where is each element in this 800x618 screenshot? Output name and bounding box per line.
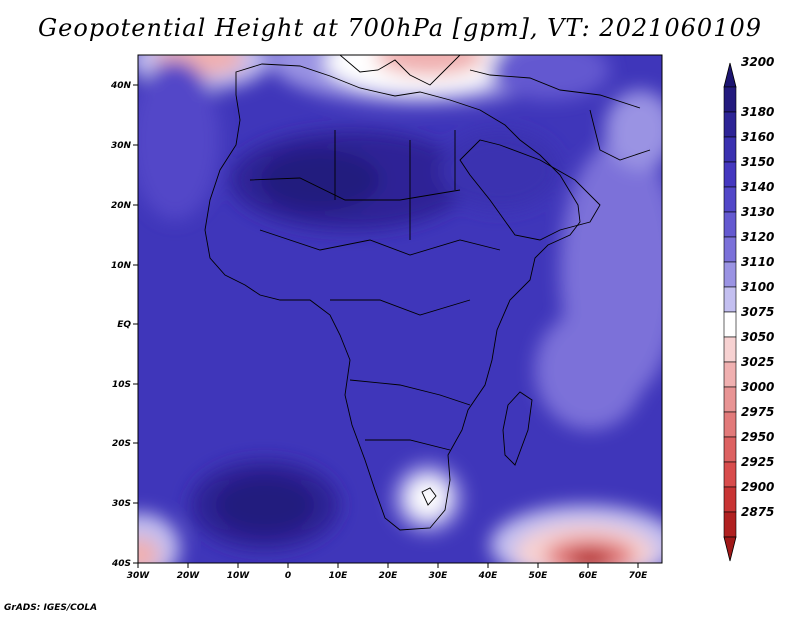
colorbar-label: 3140 <box>741 180 774 194</box>
lon-label: 20W <box>177 571 201 581</box>
lon-label: 10E <box>329 571 349 581</box>
colorbar-segment <box>723 136 737 163</box>
lat-label: 20S <box>112 439 131 449</box>
lon-labels: 30W 20W 10W 0 10E 20E 30E 40E 50E 60E 70… <box>127 571 648 581</box>
colorbar-segment <box>723 336 737 363</box>
lat-label: 30N <box>111 141 132 151</box>
colorbar-label: 3050 <box>741 330 774 344</box>
colorbar-label: 3200 <box>741 55 774 69</box>
colorbar-label: 3110 <box>741 255 774 269</box>
colorbar-segment <box>723 86 737 113</box>
colorbar-segment <box>723 386 737 413</box>
colorbar-segment <box>723 261 737 288</box>
colorbar-segment <box>723 286 737 313</box>
colorbar-label: 3120 <box>741 230 774 244</box>
lat-label: 20N <box>111 201 132 211</box>
colorbar: 3200 3180 3160 3150 3140 3130 3120 3110 3100 3075… <box>723 55 774 562</box>
colorbar-top-arrow <box>723 62 737 88</box>
colorbar-segment <box>723 361 737 388</box>
lat-labels: 40N 30N 20N 10N EQ 10S 20S 30S 40S <box>110 81 132 569</box>
colorbar-segment <box>723 186 737 213</box>
colorbar-segment <box>723 111 737 138</box>
colorbar-segment <box>723 411 737 438</box>
lat-label: 10N <box>111 261 132 271</box>
coastlines <box>204 55 651 531</box>
grads-credit: GrADS: IGES/COLA <box>4 603 98 613</box>
colorbar-label: 3180 <box>741 105 774 119</box>
axis-ticks <box>133 84 639 568</box>
lat-label: 10S <box>112 380 131 390</box>
colorbar-label: 3160 <box>741 130 774 144</box>
colorbar-label: 2875 <box>741 505 774 519</box>
colorbar-segment <box>723 236 737 263</box>
colorbar-label: 2925 <box>741 455 774 469</box>
colorbar-label: 3075 <box>741 305 774 319</box>
lon-label: 20E <box>379 571 399 581</box>
colorbar-label: 2975 <box>741 405 774 419</box>
lon-label: 50E <box>529 571 549 581</box>
colorbar-segment <box>723 161 737 188</box>
colorbar-label: 2900 <box>741 480 774 494</box>
lon-label: 70E <box>629 571 649 581</box>
map-title: Geopotential Height at 700hPa [gpm], VT:… <box>38 14 762 42</box>
colorbar-segment <box>723 436 737 463</box>
map-frame <box>137 54 663 564</box>
lat-label: 30S <box>112 499 131 509</box>
colorbar-segment <box>723 311 737 338</box>
colorbar-label: 3000 <box>741 380 774 394</box>
colorbar-label: 3100 <box>741 280 774 294</box>
colorbar-bottom-arrow <box>723 536 737 562</box>
colorbar-segment <box>723 211 737 238</box>
lon-label: 0 <box>285 571 291 581</box>
colorbar-segment <box>723 486 737 513</box>
colorbar-segment <box>723 511 737 538</box>
lat-label: 40S <box>111 559 131 569</box>
colorbar-label: 3025 <box>741 355 774 369</box>
colorbar-label: 3130 <box>741 205 774 219</box>
colorbar-label: 2950 <box>741 430 774 444</box>
lat-label: 40N <box>110 81 132 91</box>
lat-label: EQ <box>117 320 131 330</box>
lon-label: 30E <box>429 571 449 581</box>
lon-label: 30W <box>127 571 151 581</box>
lon-label: 60E <box>579 571 599 581</box>
geopotential-field <box>138 55 662 563</box>
lon-label: 10W <box>227 571 251 581</box>
colorbar-segment <box>723 461 737 488</box>
lon-label: 40E <box>478 571 499 581</box>
colorbar-label: 3150 <box>741 155 774 169</box>
